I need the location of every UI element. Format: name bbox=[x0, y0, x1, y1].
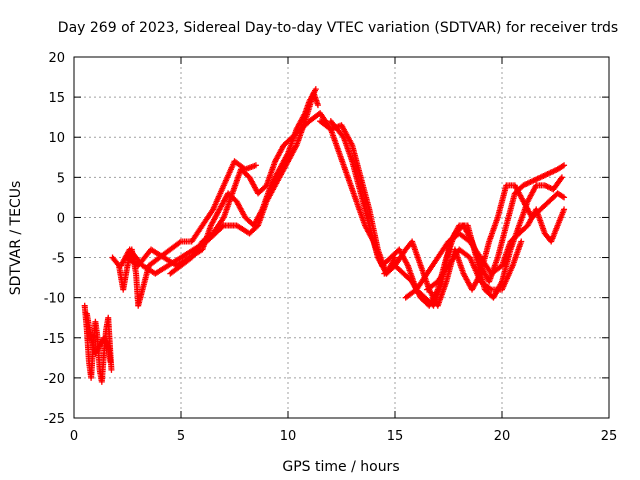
series-trace-10 bbox=[402, 206, 568, 301]
data-point bbox=[176, 239, 183, 246]
data-point bbox=[252, 162, 259, 169]
data-point bbox=[107, 358, 114, 365]
data-point bbox=[314, 102, 321, 109]
x-tick-label: 15 bbox=[387, 429, 404, 444]
x-tick-label: 10 bbox=[280, 429, 297, 444]
data-points bbox=[81, 86, 568, 385]
axis-ticks: 0 5 10 15 20 25 -25 -20 -15 -10 -5 0 5 10 15 20 bbox=[44, 51, 618, 444]
x-tick-label: 5 bbox=[177, 429, 185, 444]
data-point bbox=[561, 162, 568, 169]
y-tick-label: 5 bbox=[57, 171, 65, 186]
grid bbox=[74, 57, 609, 418]
y-tick-label: -25 bbox=[44, 412, 65, 427]
plot-frame bbox=[73, 56, 610, 419]
y-axis-title: SDTVAR / TECUs bbox=[8, 181, 24, 296]
series-trace-4 bbox=[118, 90, 321, 277]
data-point bbox=[561, 194, 568, 201]
data-point bbox=[518, 238, 525, 245]
y-tick-label: -15 bbox=[44, 332, 65, 347]
data-point bbox=[558, 174, 565, 181]
x-tick-label: 20 bbox=[494, 429, 511, 444]
data-point bbox=[108, 366, 115, 373]
y-tick-label: 0 bbox=[57, 211, 65, 226]
data-point bbox=[559, 193, 566, 200]
y-tick-label: 15 bbox=[48, 91, 65, 106]
y-tick-label: -20 bbox=[44, 372, 65, 387]
series-trace-2 bbox=[83, 310, 114, 365]
data-point bbox=[312, 86, 319, 93]
x-tick-label: 0 bbox=[70, 429, 78, 444]
data-point bbox=[561, 206, 568, 213]
data-point bbox=[559, 163, 566, 170]
data-point bbox=[557, 175, 564, 182]
y-tick-label: 20 bbox=[48, 51, 65, 66]
y-tick-label: -10 bbox=[44, 292, 65, 307]
data-point bbox=[104, 341, 111, 348]
series-trace-8 bbox=[327, 118, 568, 309]
y-tick-label: 10 bbox=[48, 131, 65, 146]
x-axis-title: GPS time / hours bbox=[282, 459, 399, 475]
y-tick-label: -5 bbox=[52, 252, 65, 267]
chart-title: Day 269 of 2023, Sidereal Day-to-day VTE… bbox=[58, 20, 618, 36]
x-tick-label: 25 bbox=[601, 429, 618, 444]
series-trace-11 bbox=[424, 238, 525, 293]
data-point bbox=[486, 285, 493, 292]
